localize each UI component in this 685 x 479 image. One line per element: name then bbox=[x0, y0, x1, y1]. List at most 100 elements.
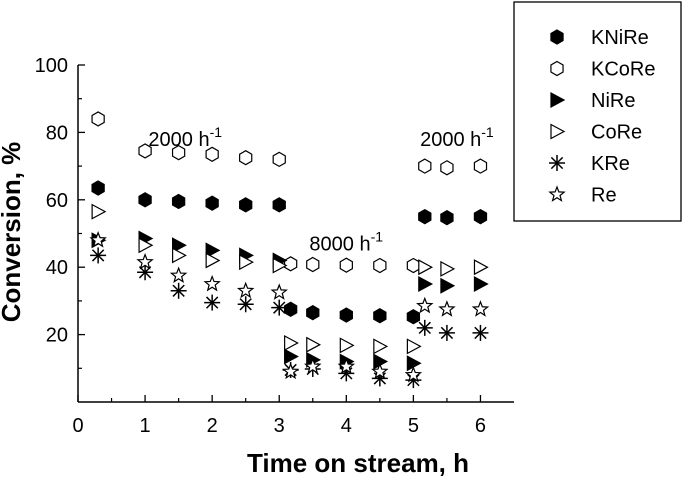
data-point bbox=[306, 304, 320, 321]
legend-item-core: CoRe bbox=[550, 122, 642, 144]
legend-marker bbox=[548, 185, 566, 202]
data-point bbox=[137, 264, 154, 281]
x-axis-title: Time on stream, h bbox=[247, 448, 469, 478]
data-point bbox=[373, 308, 387, 324]
y-tick-label: 60 bbox=[46, 190, 68, 212]
data-point bbox=[440, 277, 456, 294]
tick-marks: 0 1 2 3 4 5 6 20 40 60 80 100 bbox=[35, 55, 486, 437]
data-point bbox=[418, 208, 432, 225]
data-point bbox=[170, 282, 187, 299]
legend-label: NiRe bbox=[591, 90, 635, 112]
data-point bbox=[472, 324, 489, 341]
data-point bbox=[169, 266, 188, 284]
legend-marker bbox=[549, 155, 565, 171]
data-point bbox=[270, 283, 288, 300]
series-nire bbox=[91, 230, 489, 372]
y-tick-label: 80 bbox=[46, 122, 68, 144]
legend: KNiRe KCoRe NiRe CoRe KRe Re bbox=[513, 1, 682, 222]
data-point bbox=[339, 257, 353, 273]
legend-label: Re bbox=[591, 185, 617, 207]
data-point bbox=[91, 203, 107, 220]
legend-item-re: Re bbox=[548, 185, 617, 207]
legend-marker bbox=[550, 60, 564, 77]
legend-marker bbox=[550, 123, 566, 140]
data-point bbox=[138, 192, 152, 208]
legend-item-knire: KNiRe bbox=[550, 27, 649, 49]
data-point bbox=[373, 338, 389, 355]
data-point bbox=[89, 231, 107, 248]
data-point bbox=[205, 146, 219, 163]
data-point bbox=[418, 158, 432, 174]
data-point bbox=[239, 197, 253, 213]
data-point bbox=[471, 300, 490, 317]
data-point bbox=[284, 335, 299, 352]
series-knire bbox=[91, 180, 488, 325]
series-kcore bbox=[91, 111, 488, 274]
data-point bbox=[272, 197, 286, 213]
data-point bbox=[306, 336, 322, 353]
data-point bbox=[136, 252, 154, 270]
data-point bbox=[138, 237, 154, 254]
data-point bbox=[306, 256, 320, 273]
data-point bbox=[438, 300, 456, 317]
data-point bbox=[283, 256, 298, 272]
data-point bbox=[172, 237, 187, 254]
data-point bbox=[239, 254, 254, 271]
data-point bbox=[91, 180, 105, 196]
data-point bbox=[473, 208, 488, 225]
data-point bbox=[205, 195, 219, 211]
data-point bbox=[171, 193, 186, 210]
annotations: 2000 h-1 8000 h-1 2000 h-1 bbox=[148, 124, 493, 255]
data-point bbox=[406, 338, 422, 355]
data-point bbox=[205, 252, 221, 269]
data-point bbox=[473, 276, 489, 293]
data-points bbox=[89, 111, 490, 389]
x-tick-label: 3 bbox=[274, 415, 285, 437]
data-point bbox=[172, 247, 187, 264]
data-point bbox=[440, 260, 456, 277]
x-tick-label: 6 bbox=[475, 415, 486, 437]
data-point bbox=[371, 362, 389, 380]
legend-item-kcore: KCoRe bbox=[550, 59, 655, 81]
legend-item-kre: KRe bbox=[549, 153, 630, 175]
legend-label: KCoRe bbox=[591, 59, 655, 81]
y-axis-title: Conversion, % bbox=[0, 142, 26, 323]
data-point bbox=[91, 111, 105, 127]
legend-item-nire: NiRe bbox=[550, 90, 635, 112]
legend-label: KNiRe bbox=[591, 27, 649, 49]
legend-box bbox=[513, 1, 682, 222]
y-tick-label: 100 bbox=[35, 55, 68, 77]
data-point bbox=[406, 309, 421, 325]
data-point bbox=[418, 276, 434, 293]
data-point bbox=[404, 365, 423, 383]
legend-label: KRe bbox=[591, 153, 630, 175]
data-point bbox=[339, 307, 353, 323]
data-point bbox=[204, 294, 221, 311]
space-velocity-annotation: 2000 h-1 bbox=[420, 124, 494, 151]
space-velocity-annotation: 2000 h-1 bbox=[148, 124, 222, 151]
data-point bbox=[283, 301, 298, 318]
data-point bbox=[418, 259, 434, 276]
data-point bbox=[272, 257, 288, 274]
data-point bbox=[440, 160, 454, 176]
data-point bbox=[337, 357, 356, 375]
x-tick-label: 5 bbox=[408, 415, 419, 437]
data-point bbox=[237, 296, 254, 313]
data-point bbox=[236, 281, 255, 299]
x-tick-label: 0 bbox=[72, 415, 83, 437]
data-point bbox=[272, 151, 286, 168]
series-re bbox=[89, 231, 490, 383]
y-tick-label: 20 bbox=[46, 325, 68, 347]
x-tick-label: 2 bbox=[207, 415, 218, 437]
data-point bbox=[205, 242, 221, 259]
data-point bbox=[281, 362, 300, 380]
data-point bbox=[284, 348, 299, 365]
legend-label: CoRe bbox=[591, 122, 642, 144]
data-point bbox=[239, 149, 253, 166]
data-point bbox=[373, 257, 387, 274]
y-tick-label: 40 bbox=[46, 257, 68, 279]
data-point bbox=[90, 247, 107, 264]
space-velocity-annotation: 8000 h-1 bbox=[309, 228, 383, 255]
x-tick-label: 4 bbox=[341, 415, 352, 437]
data-point bbox=[440, 209, 454, 226]
